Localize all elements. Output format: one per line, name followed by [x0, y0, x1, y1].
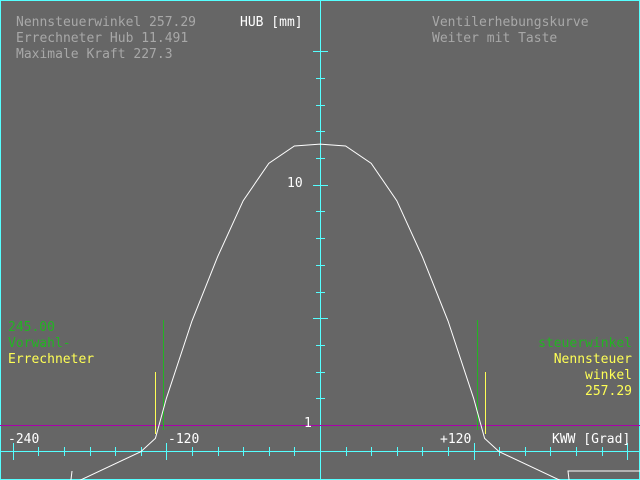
- x-tick-label-plus-120: +120: [440, 432, 472, 447]
- chart-title: Ventilerhebungskurve: [432, 15, 589, 30]
- y-tick-label-10: 10: [287, 176, 303, 191]
- chart-curve: [70, 143, 640, 480]
- preselect-label: Vorwahl-: [8, 336, 71, 351]
- calculated-lift-readout: Errechneter Hub 11.491: [16, 31, 189, 46]
- nominal-angle-value: 257.29: [585, 384, 632, 399]
- angle-label: winkel: [585, 368, 632, 383]
- valve-lift-curve: [70, 143, 640, 480]
- y-tick-label-1: 1: [304, 416, 312, 431]
- control-angle-label: steuerwinkel: [538, 336, 632, 351]
- nominal-label: Nennsteuer: [553, 352, 632, 367]
- x-tick-label-minus-120: -120: [168, 432, 200, 447]
- calculated-label: Errechneter: [8, 352, 95, 367]
- preselect-angle-value: 245.00: [8, 320, 55, 335]
- continue-hint: Weiter mit Taste: [432, 31, 558, 46]
- x-axis-label: KWW [Grad]: [552, 432, 631, 447]
- max-force-readout: Maximale Kraft 227.3: [16, 47, 173, 62]
- x-tick-label-minus-240: -240: [8, 432, 40, 447]
- nominal-angle-readout: Nennsteuerwinkel 257.29: [16, 15, 197, 30]
- y-axis-label: HUB [mm]: [240, 15, 303, 30]
